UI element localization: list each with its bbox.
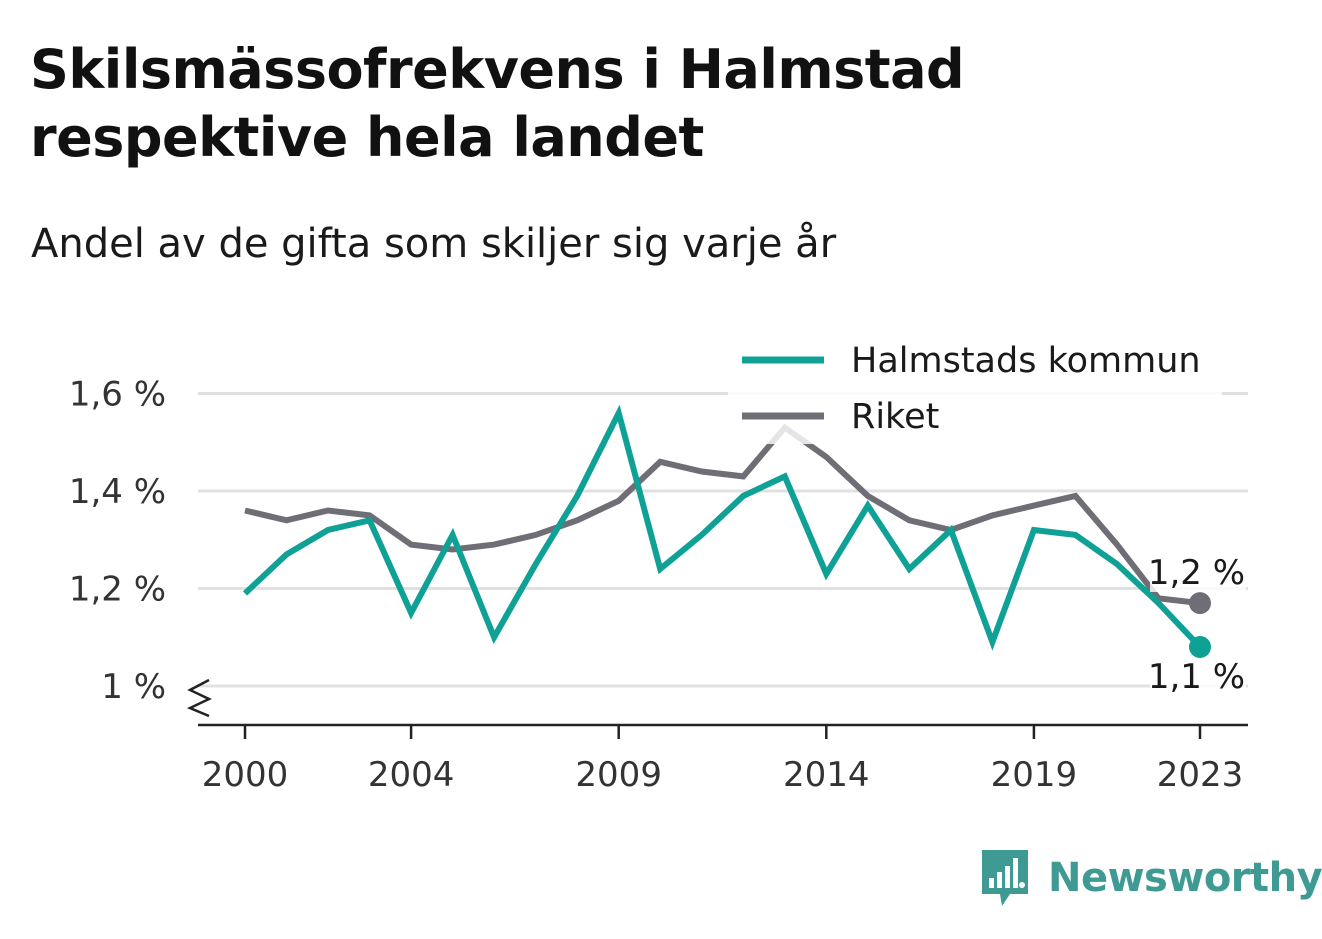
end-label-halmstad: 1,1 % [1148,657,1245,697]
x-tick-label: 2019 [991,755,1078,795]
chart-subtitle: Andel av de gifta som skiljer sig varje … [31,221,837,267]
x-tick-label: 2004 [368,755,455,795]
y-tick-label: 1,2 % [69,570,166,610]
newsworthy-logo: Newsworthy [980,848,1322,908]
y-axis-break-icon [186,678,212,718]
y-tick-label: 1 % [101,667,166,707]
chart-title: Skilsmässofrekvens i Halmstad respektive… [30,38,965,169]
end-labels: 1,2 % 1,1 % [1148,553,1246,697]
end-point-riket [1189,592,1211,615]
end-label-background [1150,554,1246,592]
y-tick-label: 1,6 % [69,375,166,415]
end-label-riket: 1,2 % [1148,553,1245,593]
newsworthy-logo-icon [982,850,1028,906]
y-axis: 1 % 1,2 % 1,4 % 1,6 % [69,375,166,708]
axis-break-zigzag [186,678,212,718]
legend-label: Riket [851,397,939,437]
series-line-riket [244,423,1201,607]
x-tick-label: 2014 [783,755,870,795]
brand-name: Newsworthy [1048,855,1322,901]
end-point-halmstad [1189,636,1211,658]
x-tick-label: 2009 [575,755,662,795]
y-tick-label: 1,4 % [69,472,166,512]
series-line-halmstad [242,404,1203,651]
end-label-background [1150,658,1246,696]
x-axis: 2000 2004 2009 2014 2019 2023 [198,723,1248,795]
x-tick-label: 2023 [1157,755,1244,795]
series-lines [242,404,1203,651]
legend: Halmstads kommun Riket [728,332,1222,444]
legend-background [728,332,1222,444]
x-tick-label: 2000 [202,755,289,795]
legend-label: Halmstads kommun [851,341,1201,381]
